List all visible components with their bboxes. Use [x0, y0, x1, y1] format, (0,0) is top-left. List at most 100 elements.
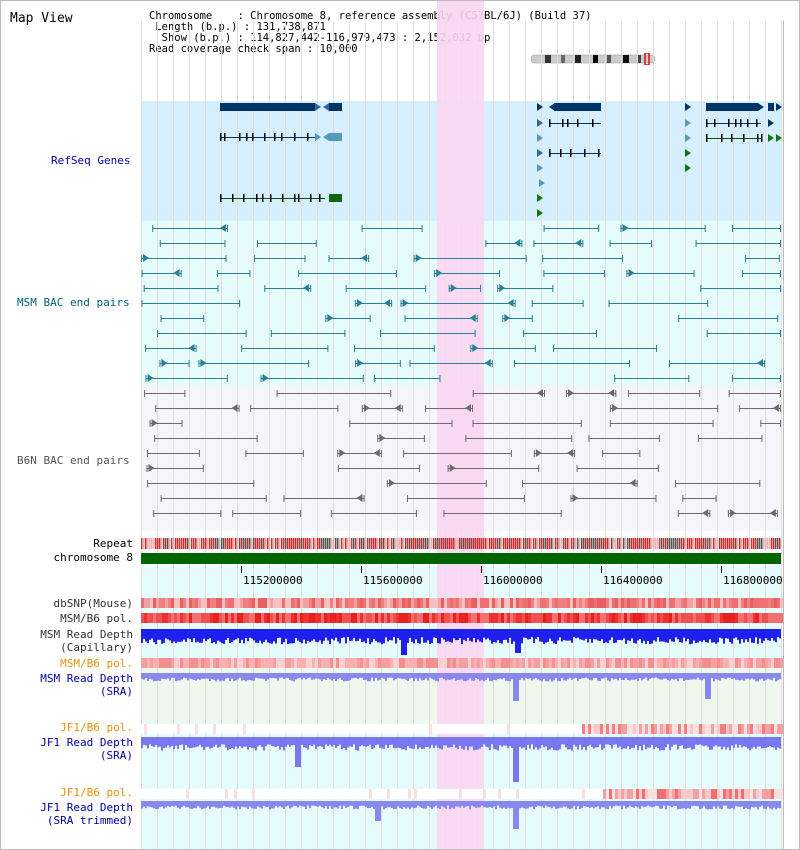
msm-bac-pair-arrow — [484, 359, 491, 367]
msm-capillary-depth-bar — [725, 629, 727, 639]
msm-bac-pair-end — [521, 240, 523, 247]
jf1-b6-pol-heat — [177, 724, 180, 734]
msm-sra-depth-bar — [755, 673, 757, 682]
repeat-mark — [189, 538, 191, 549]
jf1-sra-depth-bar — [381, 737, 383, 749]
msm-capillary-depth-bar — [215, 629, 217, 644]
msm-sra-depth-bar — [467, 673, 469, 681]
dbsnp-heat — [435, 598, 438, 608]
msm-sra-depth-bar — [263, 673, 265, 680]
dbsnp-heat — [771, 598, 774, 608]
jf1-read-depth-sra-label: JF1 Read Depth (SRA) — [40, 736, 133, 762]
gene-block — [706, 103, 758, 111]
jf1-trimmed-depth-bar — [429, 801, 431, 808]
jf1-sra-depth-bar — [685, 737, 687, 749]
chromosome-ideogram[interactable] — [531, 53, 661, 65]
msm-b6-pol-heat — [243, 613, 246, 623]
dbsnp-heat — [204, 598, 207, 608]
repeat-mark — [653, 538, 655, 549]
dbsnp-heat — [363, 598, 366, 608]
jf1-b6-pol-heat — [225, 724, 228, 734]
msm-sra-depth-bar — [259, 673, 261, 679]
msm-capillary-depth-bar — [263, 629, 265, 643]
jf1-trimmed-depth-bar — [361, 801, 363, 806]
msm-bac-pair-end — [704, 225, 706, 232]
gene-exon — [756, 119, 758, 127]
jf1-sra-depth-bar — [337, 737, 339, 747]
msm-b6-pol-sra-heat — [729, 658, 732, 668]
msm-read-depth-capillary-line2: (Capillary) — [60, 641, 133, 654]
msm-b6-pol-heat — [420, 613, 423, 623]
msm-b6-pol-heat — [231, 613, 234, 623]
msm-bac-pair-end — [399, 360, 401, 367]
msm-b6-pol-sra-heat — [594, 658, 597, 668]
arrow-right — [768, 134, 774, 142]
repeat-mark — [331, 538, 333, 549]
jf1-b6-pol-heat — [639, 724, 642, 734]
jf1-trimmed-depth-bar — [527, 801, 529, 809]
jf1-b6-pol-heat — [369, 724, 372, 734]
jf1-trimmed-depth-bar — [183, 801, 185, 806]
msm-b6-pol-heat — [396, 613, 399, 623]
repeat-mark — [287, 538, 289, 549]
msm-b6-pol-heat — [366, 613, 369, 623]
msm-sra-depth-bar — [595, 673, 597, 679]
jf1-b6-pol-trimmed-heat — [366, 789, 369, 799]
dbsnp-heat — [186, 598, 189, 608]
repeat-mark — [475, 538, 477, 549]
dbsnp-heat — [753, 598, 756, 608]
jf1-sra-depth-bar — [551, 737, 553, 748]
jf1-sra-depth-bar — [209, 737, 211, 749]
msm-b6-pol-heat — [567, 613, 570, 623]
jf1-b6-pol-trimmed-heat — [663, 789, 666, 799]
gene-exon — [264, 133, 266, 141]
msm-capillary-depth-bar — [673, 629, 675, 642]
arrow-right — [315, 103, 321, 111]
msm-capillary-depth-bar — [229, 629, 231, 643]
jf1-trimmed-depth-bar — [573, 801, 575, 806]
jf1-sra-depth-bar — [343, 737, 345, 749]
msm-b6-pol-heat — [405, 613, 408, 623]
dbsnp-heat — [759, 598, 762, 608]
msm-sra-depth-bar — [177, 673, 179, 681]
msm-b6-pol-heat — [402, 613, 405, 623]
jf1-b6-pol-trimmed-heat — [246, 789, 249, 799]
jf1-b6-pol-heat — [744, 724, 747, 734]
msm-sra-depth-bar — [271, 673, 273, 679]
msm-sra-depth-bar — [427, 673, 429, 681]
msm-bac-pair-end — [241, 345, 243, 352]
msm-bac-pair-end — [217, 270, 219, 277]
jf1-b6-pol-trimmed-heat — [372, 789, 375, 799]
repeat-mark — [345, 538, 347, 549]
msm-sra-depth-bar — [509, 673, 511, 682]
jf1-b6-pol-trimmed-heat — [546, 789, 549, 799]
msm-capillary-depth-bar — [593, 629, 595, 640]
jf1-b6-pol-heat — [729, 724, 732, 734]
repeat-mark — [499, 538, 501, 549]
msm-sra-depth-bar — [173, 673, 175, 678]
jf1-trimmed-depth-bar — [331, 801, 333, 809]
repeat-mark — [507, 538, 509, 549]
msm-sra-depth-bar — [463, 673, 465, 681]
b6n-bac-pair-end — [677, 510, 679, 517]
repeat-mark — [141, 538, 143, 549]
msm-b6-pol-heat — [714, 613, 717, 623]
msm-capillary-depth-bar — [297, 629, 299, 641]
jf1-b6-pol-trimmed-heat — [660, 789, 663, 799]
jf1-b6-pol-trimmed-heat — [390, 789, 393, 799]
repeat-mark — [751, 538, 753, 549]
jf1-sra-depth-bar — [403, 737, 405, 750]
jf1-b6-pol-heat — [438, 724, 441, 734]
dbsnp-heat — [207, 598, 210, 608]
msm-sra-depth-bar — [207, 673, 209, 679]
msm-capillary-depth-bar — [165, 629, 167, 639]
jf1-trimmed-depth-bar — [231, 801, 233, 807]
b6n-bac-pair-end — [636, 480, 638, 487]
jf1-trimmed-depth-bar — [159, 801, 161, 808]
jf1-b6-pol-trimmed-heat — [504, 789, 507, 799]
msm-bac-pair-end — [448, 285, 450, 292]
msm-capillary-depth-bar — [289, 629, 291, 644]
msm-capillary-depth-bar — [575, 629, 577, 639]
jf1-sra-depth-bar — [287, 737, 289, 745]
